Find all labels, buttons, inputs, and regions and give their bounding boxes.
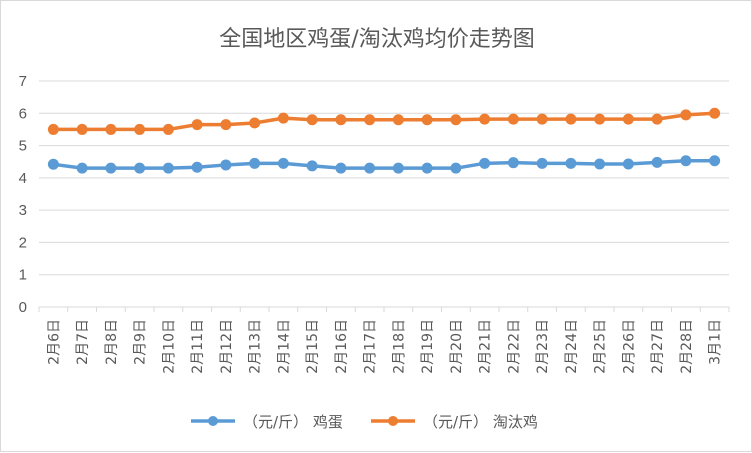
x-tick-label: 2月11日 [190,319,206,374]
series-line [51,111,717,132]
data-point [76,123,88,135]
data-point [709,107,721,119]
data-point [249,157,261,169]
data-point [450,114,462,126]
legend: （元/斤） 鸡蛋 （元/斤） 淘汰鸡 [191,413,538,431]
data-point [536,113,548,125]
x-tick-label: 3月1日 [708,319,724,365]
y-tick-label: 2 [19,234,27,251]
data-point [565,113,577,125]
x-tick-label: 2月8日 [104,319,120,365]
data-point [651,156,663,168]
y-tick-label: 3 [19,202,27,219]
x-tick-label: 2月18日 [391,319,407,374]
data-point [594,158,606,170]
y-tick-label: 4 [19,170,27,187]
x-tick-label: 2月22日 [506,319,522,374]
data-point [76,162,88,174]
data-point [507,157,519,169]
x-tick-label: 2月23日 [535,319,551,374]
data-point [622,158,634,170]
data-point [134,162,146,174]
data-point [47,123,59,135]
x-tick-label: 2月10日 [161,319,177,374]
x-tick-label: 2月17日 [363,319,379,374]
data-point [450,162,462,174]
data-point [335,114,347,126]
data-point [277,157,289,169]
data-point [306,160,318,172]
x-tick-label: 2月26日 [621,319,637,374]
x-tick-label: 2月13日 [248,319,264,374]
data-point [651,113,663,125]
data-point [220,159,232,171]
series-2 [47,107,721,135]
x-tick-label: 2月28日 [679,319,695,374]
x-tick-label: 2月14日 [276,319,292,374]
data-point [162,162,174,174]
gridlines [39,80,729,308]
series-1 [47,155,721,174]
data-point [709,155,721,167]
data-point [249,117,261,129]
data-point [335,162,347,174]
x-tick-label: 2月9日 [133,319,149,365]
data-point [479,157,491,169]
series-layer [47,107,721,174]
data-point [594,113,606,125]
data-point [191,161,203,173]
y-tick-label: 5 [19,138,27,155]
x-tick-label: 2月27日 [650,319,666,374]
y-tick-label: 1 [19,267,27,284]
x-tick-label: 2月24日 [564,319,580,374]
data-point [47,158,59,170]
x-tick-label: 2月15日 [305,319,321,374]
data-point [364,114,376,126]
data-point [392,114,404,126]
data-point [306,114,318,126]
data-point [565,157,577,169]
y-tick-label: 0 [19,299,27,316]
legend-label: （元/斤） 鸡蛋 [243,413,343,431]
x-tick-label: 2月6日 [46,319,62,365]
x-tick-label: 2月21日 [478,319,494,374]
data-point [680,109,692,121]
data-point [421,162,433,174]
data-point [364,162,376,174]
x-tick-label: 2月7日 [75,319,91,365]
y-tick-label: 7 [19,73,27,90]
legend-marker [208,416,218,426]
data-point [105,123,117,135]
y-axis-ticks: 0 1 2 3 4 5 6 7 [19,73,27,316]
legend-item: （元/斤） 鸡蛋 [191,413,343,431]
data-point [162,123,174,135]
x-axis-ticks: 2月6日 2月7日 2月8日 2月9日 2月10日 2月11日 2月12日 2月13日 2月14… [38,307,730,374]
data-point [392,162,404,174]
data-point [680,155,692,167]
x-tick-label: 2月19日 [420,319,436,374]
data-point [220,119,232,131]
series-line [51,158,717,170]
x-tick-label: 2月12日 [219,319,235,374]
data-point [507,113,519,125]
data-point [479,113,491,125]
x-tick-label: 2月16日 [334,319,350,374]
legend-marker [388,416,398,426]
data-point [105,162,117,174]
legend-label: （元/斤） 淘汰鸡 [423,413,538,431]
data-point [277,112,289,124]
data-point [622,113,634,125]
y-tick-label: 6 [19,105,27,122]
x-tick-label: 2月25日 [593,319,609,374]
data-point [134,123,146,135]
data-point [421,114,433,126]
chart-title: 全国地区鸡蛋/淘汰鸡均价走势图 [219,27,534,52]
x-tick-label: 2月20日 [449,319,465,374]
legend-item: （元/斤） 淘汰鸡 [371,413,538,431]
data-point [536,157,548,169]
data-point [191,119,203,131]
